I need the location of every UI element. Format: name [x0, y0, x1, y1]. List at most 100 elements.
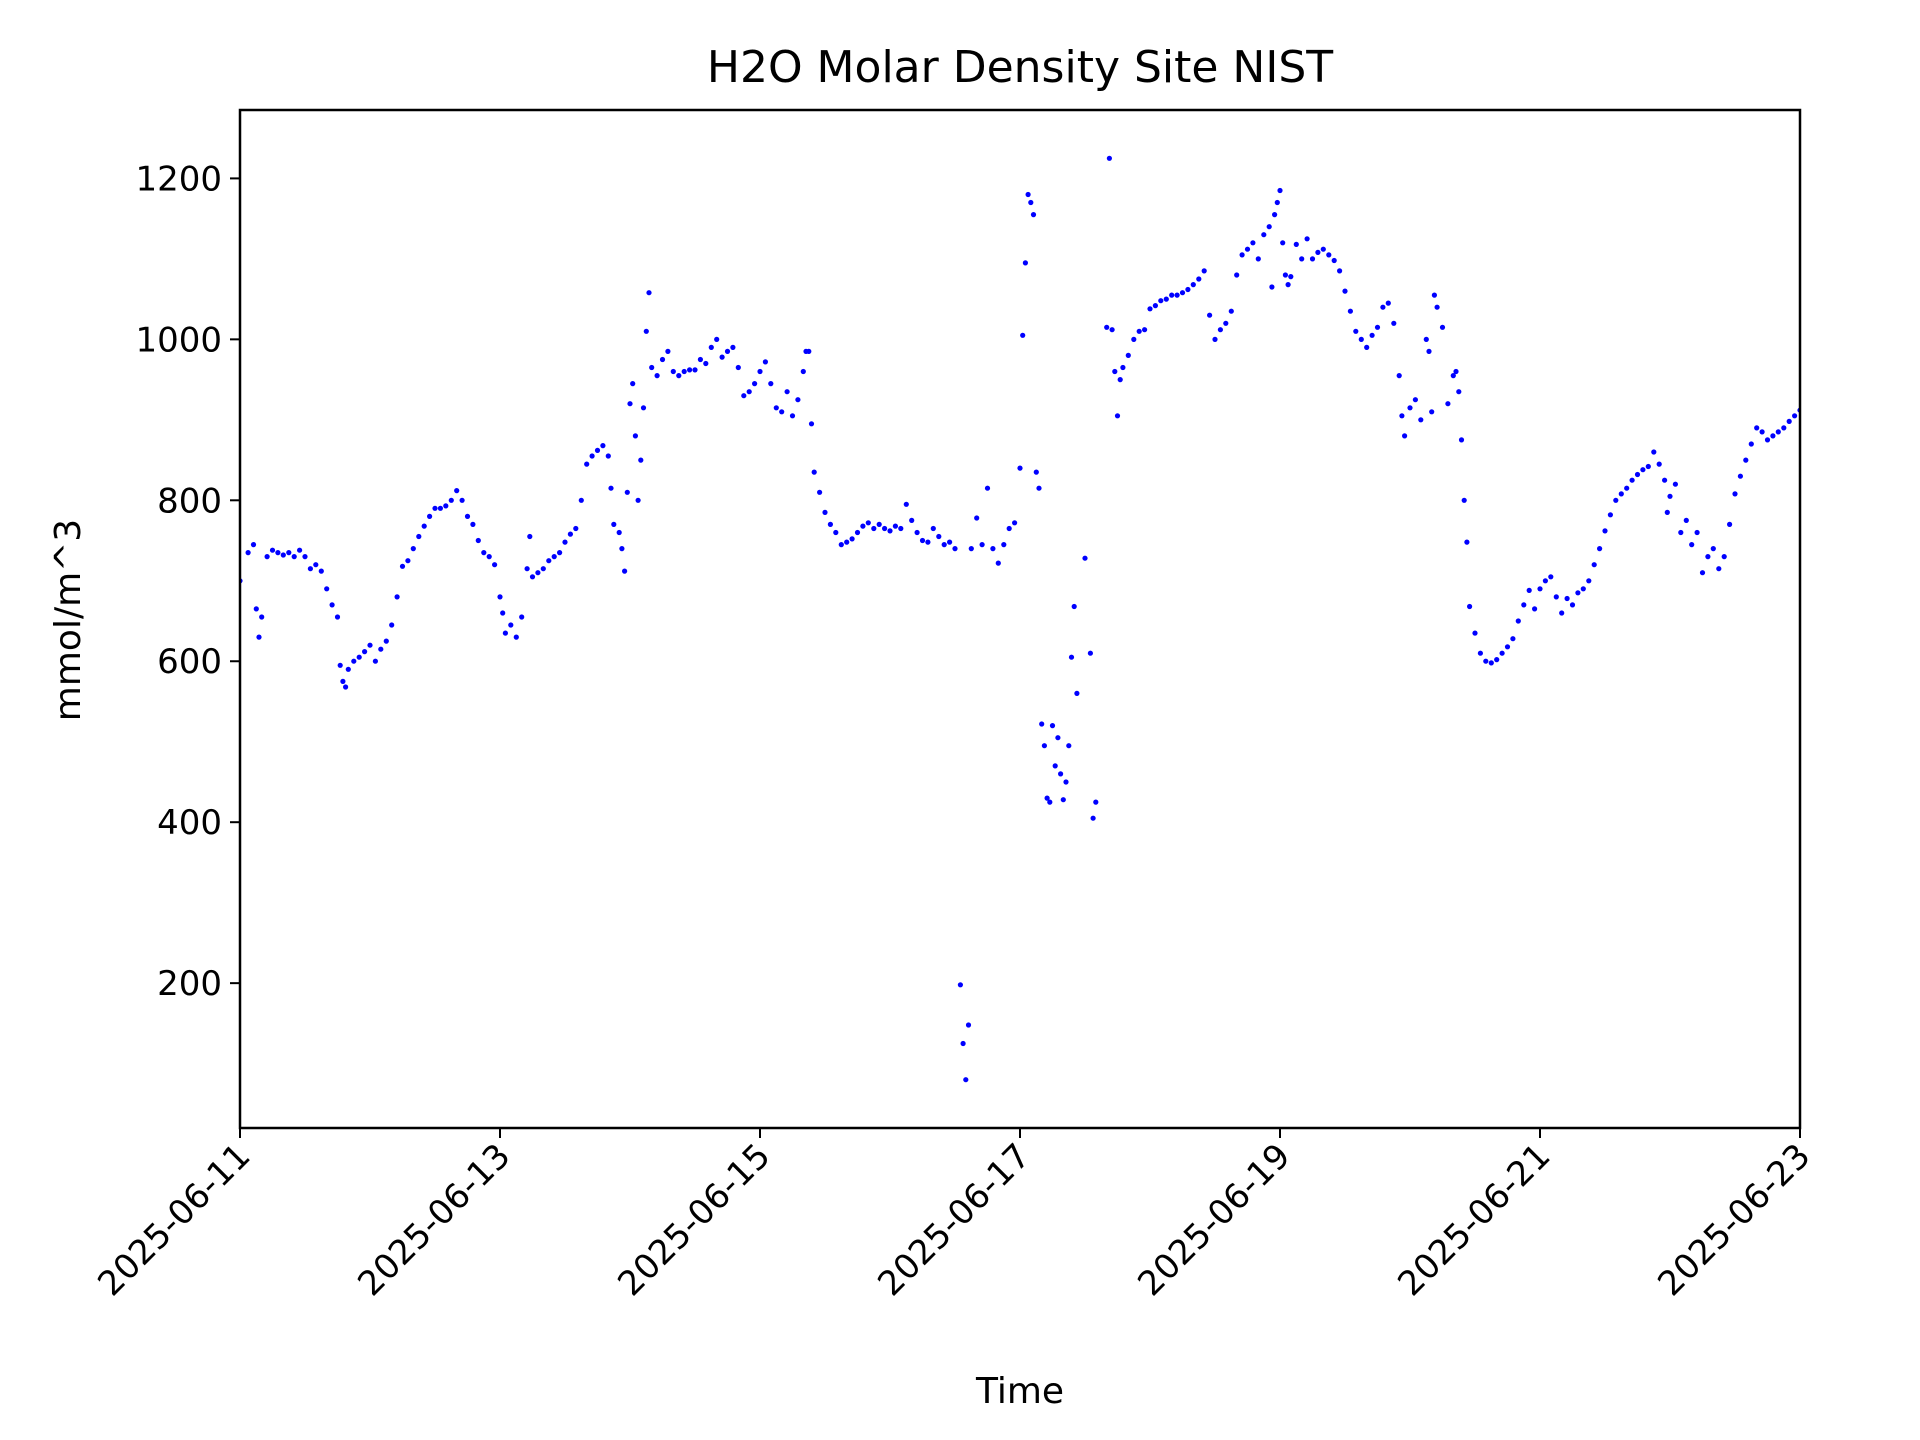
data-point [492, 562, 498, 568]
data-point [854, 529, 861, 536]
data-point [1651, 449, 1657, 455]
data-point [1212, 336, 1218, 342]
data-point [362, 649, 368, 655]
data-point [1380, 304, 1386, 310]
data-point [589, 453, 595, 459]
data-point [624, 489, 630, 495]
data-point [253, 606, 259, 612]
data-point [703, 360, 709, 367]
data-point [486, 554, 492, 560]
data-point [865, 520, 871, 526]
data-point [1781, 425, 1787, 431]
data-point [1488, 660, 1494, 666]
data-point [1022, 260, 1028, 266]
data-point [1426, 348, 1432, 354]
data-point [286, 550, 292, 556]
data-point [1152, 303, 1158, 309]
data-point [318, 568, 324, 574]
data-point [808, 421, 815, 427]
data-point [1055, 735, 1061, 741]
data-point [508, 622, 514, 628]
data-point [1542, 578, 1548, 584]
data-point [432, 505, 438, 511]
data-point [1407, 405, 1413, 411]
data-point [1664, 509, 1670, 515]
data-point [838, 542, 844, 548]
data-point [557, 550, 563, 556]
data-point [275, 550, 281, 556]
data-point [1047, 799, 1053, 805]
data-point [1835, 381, 1840, 386]
data-point [1770, 433, 1776, 439]
data-point [1331, 257, 1337, 264]
data-point [356, 654, 362, 660]
data-point [399, 563, 406, 569]
data-point [811, 469, 817, 475]
data-point [692, 367, 698, 373]
data-point [909, 517, 915, 524]
data-point [337, 662, 343, 668]
data-point [1090, 815, 1096, 821]
data-point [1852, 355, 1857, 360]
data-point [1613, 497, 1619, 503]
data-point [640, 405, 647, 411]
data-point [1450, 373, 1456, 379]
data-point [500, 610, 506, 616]
data-point [1087, 650, 1093, 656]
y-tick-label: 600 [157, 642, 222, 682]
data-point [995, 560, 1001, 566]
data-point [1374, 324, 1381, 330]
data-point [250, 542, 257, 548]
data-point [1277, 187, 1283, 194]
data-point [497, 594, 503, 600]
data-point [730, 344, 736, 350]
data-point [746, 389, 752, 395]
data-point [795, 397, 801, 403]
data-point [1569, 602, 1576, 608]
data-point [605, 453, 611, 459]
data-point [454, 488, 460, 494]
data-point [676, 373, 682, 379]
data-point [833, 529, 839, 536]
data-point [1391, 320, 1397, 326]
data-point [984, 485, 991, 491]
data-point [1656, 461, 1662, 467]
data-point [600, 443, 606, 449]
data-point [1786, 418, 1792, 424]
data-point [1028, 199, 1034, 206]
data-point [963, 1077, 969, 1083]
data-point [1136, 328, 1142, 334]
y-axis: 200 400 600 800 1000 1200 [135, 159, 240, 1004]
data-point [1434, 304, 1440, 310]
data-point [1461, 497, 1467, 503]
data-point [1862, 345, 1867, 350]
data-point [1285, 282, 1291, 288]
data-point [259, 614, 265, 620]
data-point [1580, 586, 1586, 592]
data-point [1017, 465, 1023, 471]
x-tick-label: 2025-06-21 [1390, 1136, 1558, 1304]
data-point [1109, 327, 1115, 333]
data-point [1272, 212, 1278, 218]
data-point [1510, 636, 1516, 642]
x-tick-label: 2025-06-11 [90, 1136, 258, 1304]
data-point [383, 638, 389, 644]
data-point [827, 521, 834, 528]
data-point [630, 381, 636, 387]
data-point [1299, 256, 1305, 262]
x-tick-label: 2025-06-17 [870, 1136, 1038, 1304]
data-point [1814, 367, 1819, 372]
data-point [410, 546, 416, 552]
data-point [1039, 721, 1045, 727]
data-point [1602, 528, 1608, 534]
data-point [302, 554, 308, 560]
data-point [844, 539, 850, 545]
data-point [297, 547, 303, 553]
data-point [919, 537, 926, 544]
data-point [1526, 587, 1532, 594]
data-point [1591, 562, 1597, 568]
data-point [638, 457, 644, 463]
data-point [1125, 352, 1131, 358]
scatter-points [240, 155, 1867, 1083]
